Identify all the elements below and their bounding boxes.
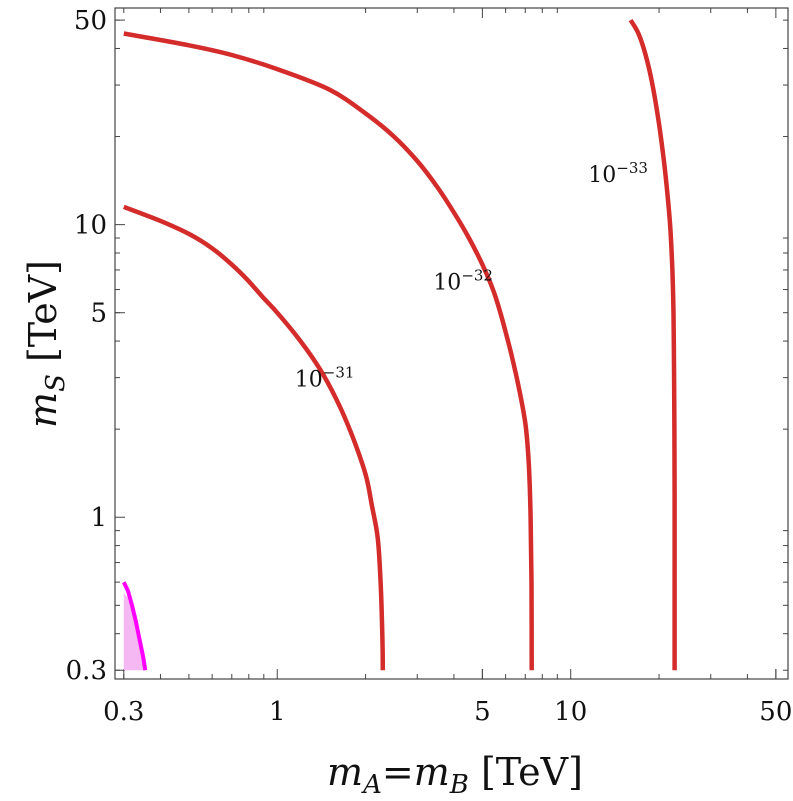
plot-area: 0.3 1 5 10 50 0.3 1 5 10 50 10−31 10−32 10−33 <box>66 6 793 727</box>
contour-line-2 <box>123 31 534 671</box>
y-axis-label: mS [TeV] <box>21 260 71 428</box>
contour-line-1 <box>123 204 386 671</box>
x-label-unit: [TeV] <box>469 750 583 794</box>
x-label-m2: m <box>414 750 450 794</box>
contour-lines: 10−31 10−32 10−33 <box>123 18 677 671</box>
excluded-region <box>121 581 148 671</box>
y-tick-label: 5 <box>90 299 107 329</box>
x-tick-label: 10 <box>554 697 587 727</box>
excluded-boundary <box>121 581 148 671</box>
x-ticks: 0.3 1 5 10 50 <box>103 8 792 727</box>
y-label-unit: [TeV] <box>21 260 65 374</box>
y-label-s: S <box>41 374 71 392</box>
excluded-fill <box>123 593 146 671</box>
x-tick-label: 5 <box>474 697 491 727</box>
contour-label-2: 10−32 <box>433 267 493 296</box>
x-tick-label: 1 <box>269 697 286 727</box>
contour-label-1: 10−31 <box>295 363 355 392</box>
x-label-m1: m <box>327 750 363 794</box>
y-tick-label: 1 <box>90 503 107 533</box>
x-axis-label: mA=mB [TeV] <box>327 750 583 800</box>
x-tick-label: 50 <box>759 697 792 727</box>
x-tick-label: 0.3 <box>103 697 144 727</box>
x-label-s1: A <box>361 770 382 800</box>
y-tick-label: 0.3 <box>66 656 107 686</box>
y-tick-label: 10 <box>74 211 107 241</box>
plot-frame <box>114 7 789 680</box>
x-label-eq: = <box>382 750 414 794</box>
y-label-m: m <box>21 392 65 428</box>
x-label-s2: B <box>449 770 469 800</box>
y-tick-label: 50 <box>74 6 107 36</box>
y-ticks: 0.3 1 5 10 50 <box>66 6 788 686</box>
contour-label-3: 10−33 <box>588 159 648 188</box>
contour-line-3 <box>628 18 677 671</box>
